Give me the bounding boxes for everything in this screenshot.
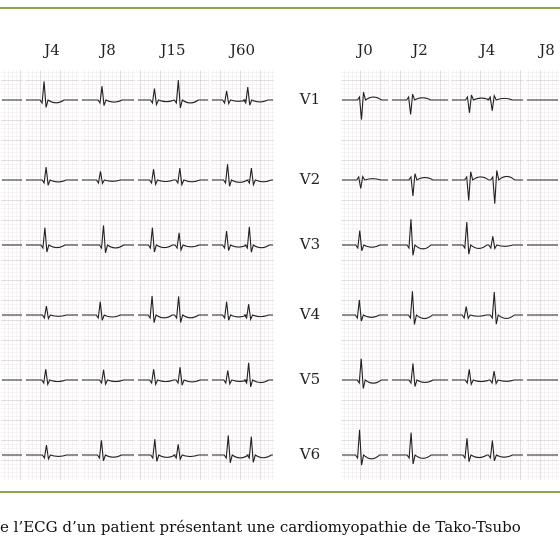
ecg-trace [452,369,523,387]
ecg-trace [452,438,523,462]
ecg-grid [137,70,209,480]
ecg-trace [342,358,388,389]
ecg-grid [391,70,449,480]
ecg-trace [212,362,273,388]
ecg-trace [392,173,448,196]
ecg-trace [138,167,208,187]
column-header: J15 [158,41,185,59]
ecg-trace [392,432,448,465]
ecg-trace [342,230,388,251]
ecg-grid [341,70,389,480]
ecg-trace [138,439,208,462]
column-header: J2 [410,41,428,59]
column-header: J60 [228,41,255,59]
ecg-trace [138,227,208,253]
ecg-trace [392,291,448,325]
ecg-trace [452,170,523,204]
ecg-trace [26,445,78,461]
lead-label: V4 [299,305,320,323]
ecg-trace [138,367,208,387]
column-header: J4 [478,41,496,59]
column-header: J0 [355,41,373,59]
ecg-trace [26,227,78,253]
caption: e l’ECG d’un patient présentant une card… [0,518,521,536]
ecg-trace [342,175,388,189]
ecg-trace [212,226,273,253]
ecg-trace [212,435,273,463]
ecg-trace [138,295,208,323]
ecg-trace [342,429,388,466]
ecg-trace [82,440,134,462]
ecg-trace [342,299,388,322]
column-header: J4 [42,41,60,59]
ecg-trace [392,94,448,115]
ecg-trace [82,86,134,106]
ecg-trace [26,369,78,387]
ecg-trace [26,305,78,321]
ecg-trace [82,369,134,386]
ecg-trace [212,86,273,106]
column-header: J8 [98,41,116,59]
ecg-trace [82,171,134,186]
column-header: J8 [537,41,555,59]
ecg-trace [452,292,523,325]
ecg-grid [211,70,274,480]
labels: J4 J8 J15 J60 J0 J2 J4 J8 V1 V2 V3 V4 V5 V6 [42,41,555,463]
ecg-grid [451,70,524,480]
ecg-trace [138,80,208,109]
ecg-trace [452,93,523,113]
ecg-trace [452,222,523,255]
ecg-trace [82,301,134,321]
lead-label: V5 [299,370,320,388]
ecg-grid [25,70,79,480]
ecg-trace [212,301,273,322]
ecg-grid [81,70,135,480]
lead-label: V1 [299,90,320,108]
ecg-trace [212,164,273,187]
ecg-trace [82,225,134,253]
ecg-grid [1,70,23,480]
lead-label: V6 [299,445,320,463]
ecg-trace [342,92,388,120]
ecg-trace [392,219,448,256]
ecg-grid [526,70,559,480]
ecg-trace [26,81,78,108]
lead-label: V3 [299,235,320,253]
ecg-trace [392,363,448,387]
ecg-trace [26,167,78,186]
ecg-panels [1,70,559,480]
lead-label: V2 [299,170,320,188]
